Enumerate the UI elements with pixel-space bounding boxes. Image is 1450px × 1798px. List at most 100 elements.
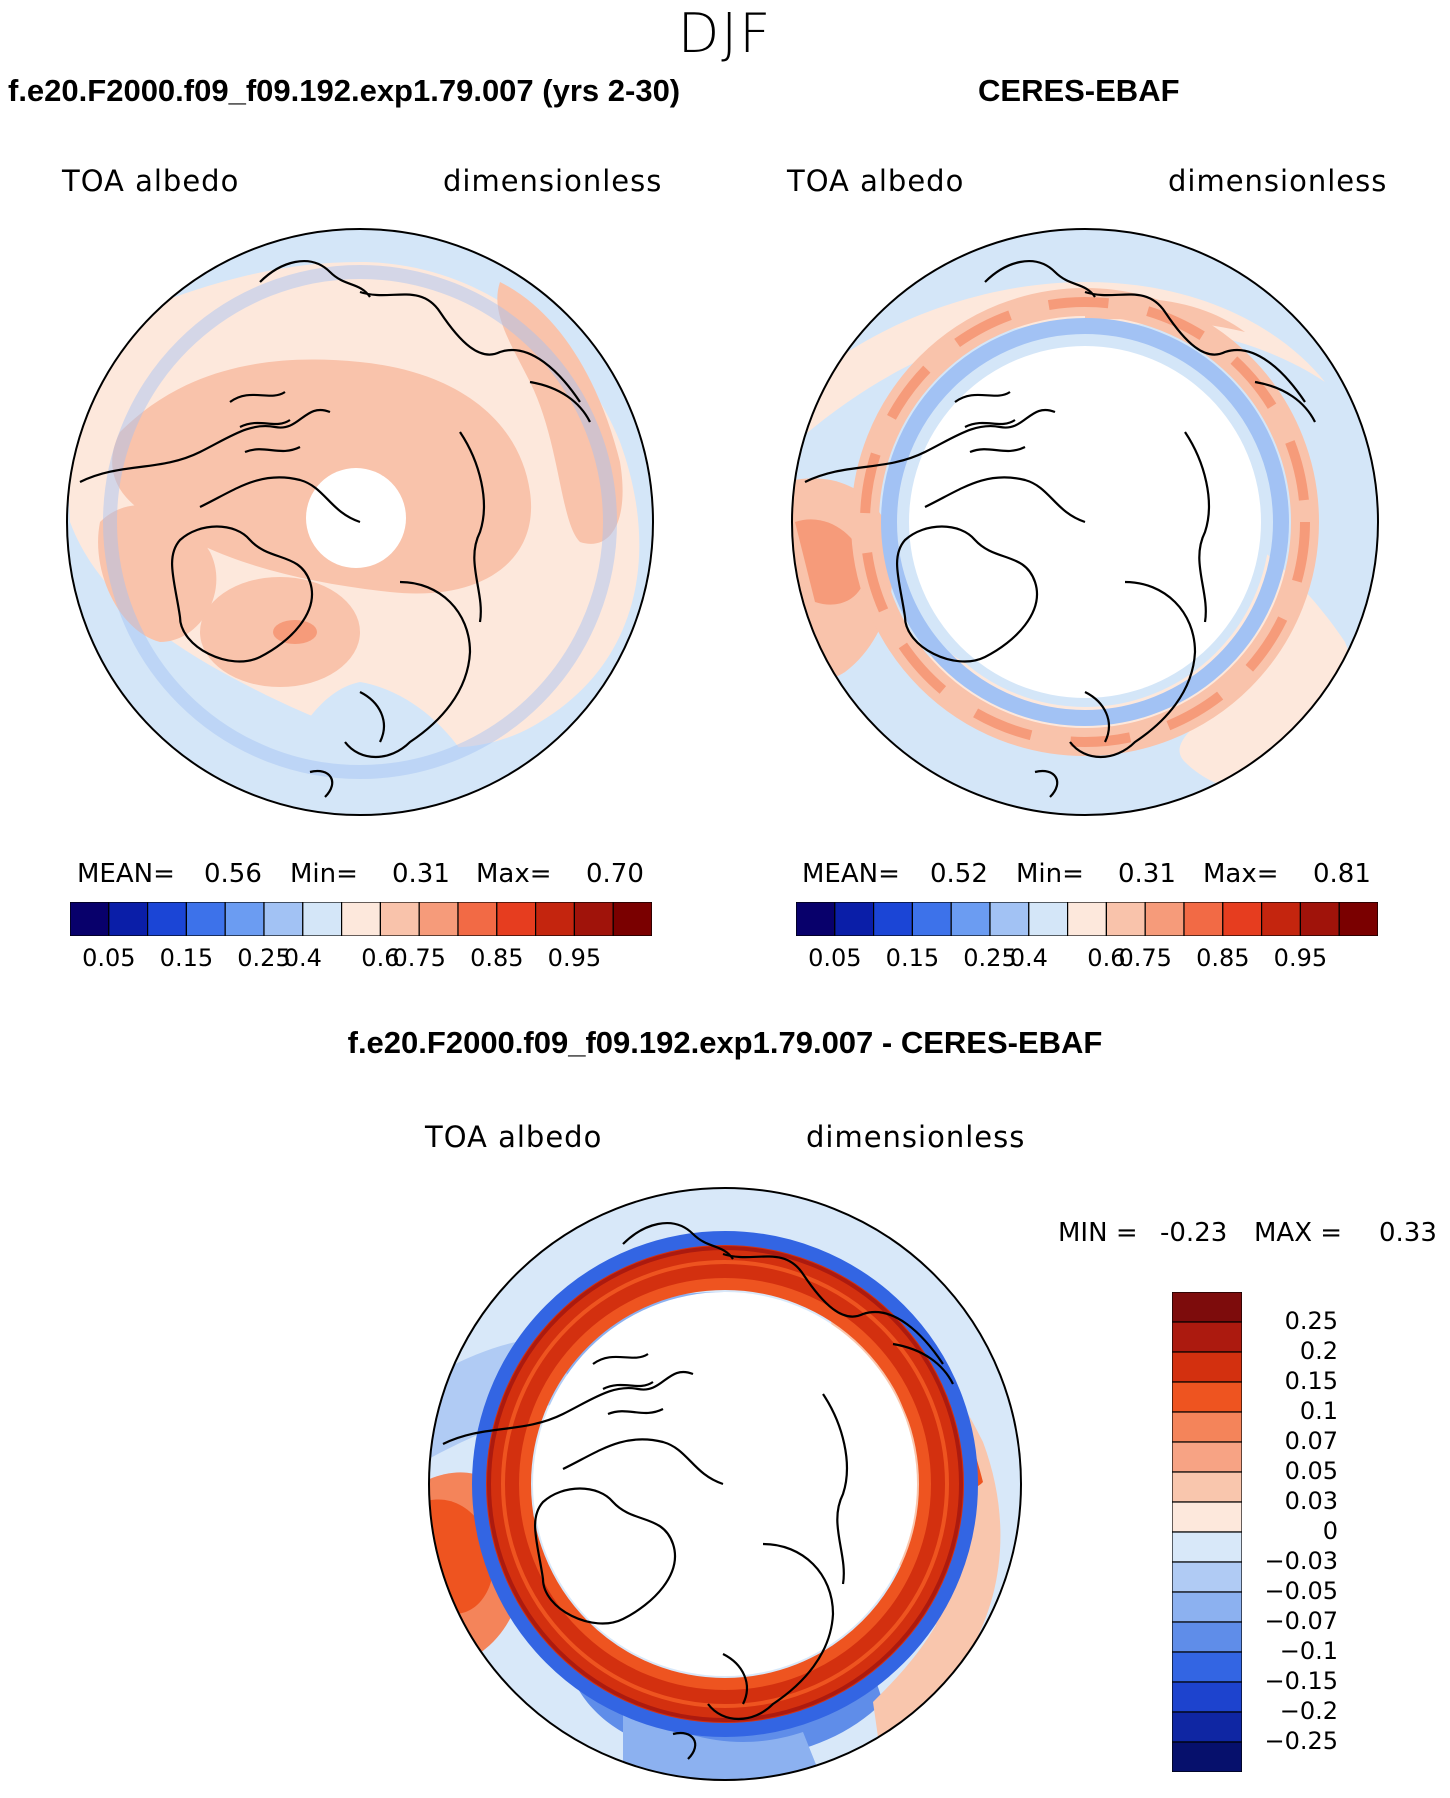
diff-min-label: MIN = [1058,1218,1138,1248]
obs-colorbar-box [1067,902,1108,936]
diff-colorbar-tick-label: −0.15 [1264,1667,1338,1695]
model-colorbar-box [573,902,614,936]
model-min-value: 0.31 [392,859,450,889]
obs-colorbar-tick-label: 0.4 [1009,944,1048,972]
diff-colorbar-box [1172,1381,1242,1413]
diff-colorbar-box [1172,1531,1242,1563]
obs-mean-label: MEAN= [802,859,900,889]
diff-colorbar-tick-label: −0.2 [1279,1697,1338,1725]
obs-colorbar-tick-label: 0.95 [1273,944,1328,972]
diff-colorbar-tick-label: 0.25 [1284,1307,1338,1335]
diff-colorbar-tick-label: −0.25 [1264,1727,1338,1755]
diff-colorbar-tick-label: −0.05 [1264,1577,1338,1605]
model-colorbar-tick-label: 0.4 [283,944,322,972]
obs-colorbar-box [1338,902,1378,936]
model-colorbar-tick-label: 0.15 [159,944,214,972]
diff-colorbar-tick-label: 0 [1322,1517,1338,1545]
obs-max-value: 0.81 [1313,859,1371,889]
obs-colorbar-tick-label: 0.25 [963,944,1017,972]
diff-polar-map [428,1187,1022,1781]
obs-colorbar-box [872,902,913,936]
obs-colorbar-box [1299,902,1340,936]
model-colorbar-box [185,902,226,936]
diff-colorbar-box [1172,1351,1242,1383]
model-colorbar-box [341,902,382,936]
obs-min-label: Min= [1016,859,1084,889]
obs-colorbar-tick-label: 0.05 [808,944,862,972]
model-colorbar-tick-label: 0.6 [361,944,400,972]
obs-colorbar-box [911,902,952,936]
diff-colorbar [1172,1292,1242,1772]
model-colorbar-box [457,902,498,936]
model-panel-title: f.e20.F2000.f09_f09.192.exp1.79.007 (yrs… [8,73,681,108]
obs-colorbar-tick-label: 0.6 [1087,944,1126,972]
model-colorbar-box [302,902,343,936]
obs-colorbar-box [989,902,1030,936]
diff-colorbar-tick-label: −0.07 [1264,1607,1338,1635]
obs-units-label: dimensionless [1168,164,1388,198]
model-colorbar-box [146,902,187,936]
obs-colorbar-box [1028,902,1069,936]
diff-colorbar-box [1172,1411,1242,1443]
diff-colorbar-box [1172,1621,1242,1653]
model-colorbar-tick-label: 0.85 [470,944,524,972]
obs-colorbar-tick-label: 0.85 [1196,944,1250,972]
diff-variable-label: TOA albedo [425,1120,603,1154]
obs-colorbar-box [1144,902,1185,936]
diff-colorbar-box [1172,1711,1242,1743]
model-colorbar-box [108,902,149,936]
diff-colorbar-tick-label: −0.1 [1279,1637,1338,1665]
model-min-label: Min= [290,859,358,889]
obs-panel-title: CERES-EBAF [978,73,1180,108]
model-colorbar-box [379,902,420,936]
diff-colorbar-tick-label: 0.07 [1284,1427,1338,1455]
obs-colorbar-box [834,902,875,936]
obs-variable-label: TOA albedo [787,164,965,198]
diff-colorbar-tick-label: −0.03 [1264,1547,1338,1575]
diff-colorbar-box [1172,1651,1242,1683]
diff-max-value: 0.33 [1379,1218,1437,1248]
diff-min-value: -0.23 [1160,1218,1228,1248]
model-colorbar-tick-label: 0.95 [547,944,602,972]
obs-colorbar-box [1261,902,1302,936]
model-colorbar-box [418,902,459,936]
figure-title: DJF [677,2,773,65]
obs-colorbar-box [1183,902,1224,936]
model-colorbar-tick-label: 0.25 [237,944,291,972]
model-colorbar [70,902,652,936]
diff-max-label: MAX = [1254,1218,1343,1248]
diff-colorbar-box [1172,1501,1242,1533]
model-colorbar-box [224,902,265,936]
diff-colorbar-box [1172,1471,1242,1503]
model-mean-value: 0.56 [204,859,262,889]
obs-polar-map [791,228,1379,816]
obs-colorbar-box [1222,902,1263,936]
model-colorbar-box [496,902,537,936]
diff-units-label: dimensionless [806,1120,1026,1154]
diff-colorbar-tick-label: 0.05 [1284,1457,1338,1485]
model-polar-map [66,228,654,816]
model-mean-label: MEAN= [77,859,175,889]
model-colorbar-box [612,902,652,936]
obs-colorbar-tick-label: 0.15 [885,944,940,972]
obs-colorbar-box [796,902,836,936]
diff-colorbar-tick-label: 0.03 [1284,1487,1338,1515]
diff-panel-title: f.e20.F2000.f09_f09.192.exp1.79.007 - CE… [347,1025,1103,1060]
diff-colorbar-box [1172,1591,1242,1623]
diff-colorbar-tick-label: 0.2 [1299,1337,1338,1365]
model-colorbar-box [535,902,576,936]
model-colorbar-tick-label: 0.05 [82,944,136,972]
obs-max-label: Max= [1203,859,1279,889]
obs-colorbar-box [950,902,991,936]
obs-colorbar-box [1105,902,1146,936]
obs-colorbar [796,902,1378,936]
obs-colorbar-tick-label: 0.75 [1118,944,1172,972]
diff-colorbar-tick-label: 0.1 [1299,1397,1338,1425]
obs-mean-value: 0.52 [930,859,988,889]
model-units-label: dimensionless [443,164,663,198]
diff-colorbar-box [1172,1681,1242,1713]
obs-min-value: 0.31 [1118,859,1176,889]
diff-colorbar-box [1172,1292,1242,1323]
model-colorbar-box [263,902,304,936]
diff-colorbar-tick-label: 0.15 [1284,1367,1338,1395]
